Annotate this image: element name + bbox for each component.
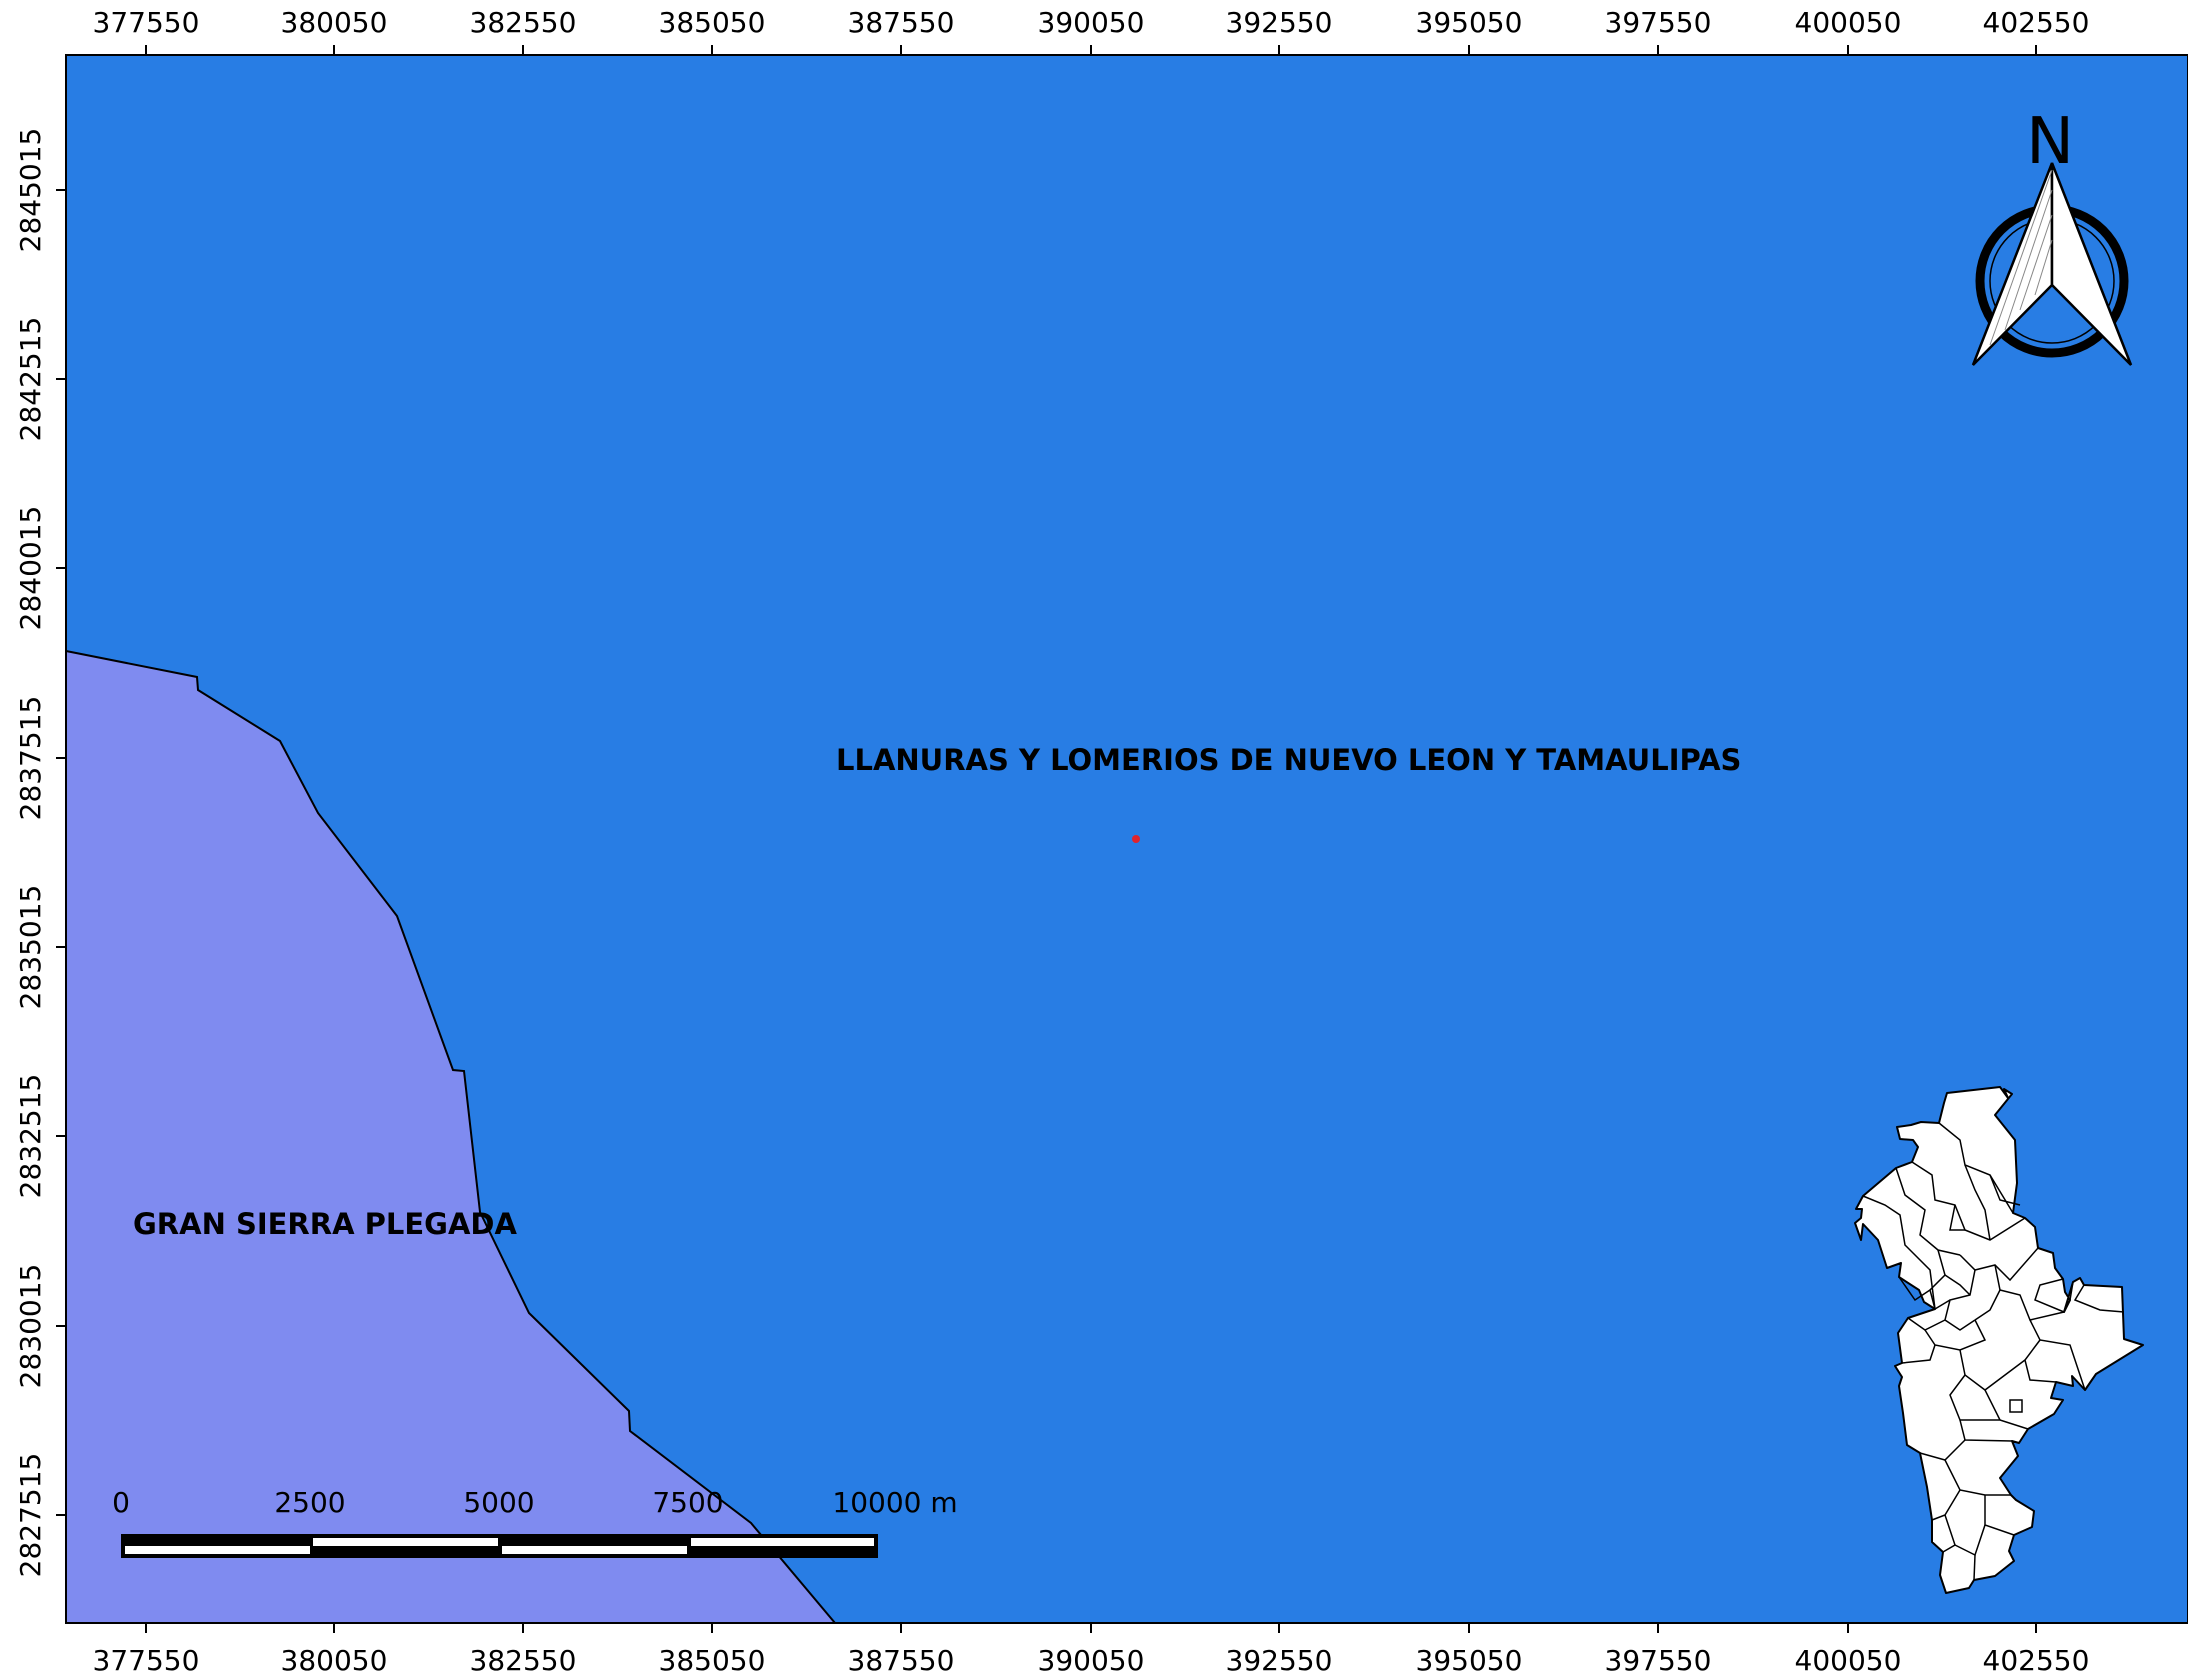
y-tick-label: 2840015 <box>14 506 47 631</box>
bottom-axis: 377550 380050 382550 385050 387550 39005… <box>93 1623 2090 1676</box>
scale-label: 5000 <box>463 1486 534 1519</box>
y-tick-label: 2837515 <box>14 696 47 821</box>
scale-bar: 0 2500 5000 7500 10000 m <box>112 1486 958 1558</box>
scale-label: 10000 m <box>832 1486 957 1519</box>
x-tick-label-top: 385050 <box>659 6 766 39</box>
y-tick-label: 2832515 <box>14 1074 47 1199</box>
left-axis: 2845015 2842515 2840015 2837515 2835015 … <box>14 128 66 1578</box>
state-municipalities-inset-icon <box>1854 1086 2144 1594</box>
north-label: N <box>2026 105 2074 179</box>
y-tick-label: 2845015 <box>14 128 47 253</box>
region-gran-sierra-fill <box>65 649 838 1624</box>
x-tick-label-top: 397550 <box>1605 6 1712 39</box>
x-tick-label-top: 380050 <box>281 6 388 39</box>
x-tick-label-top: 392550 <box>1226 6 1333 39</box>
x-tick-label-bottom: 402550 <box>1983 1644 2090 1676</box>
x-tick-label-bottom: 387550 <box>848 1644 955 1676</box>
scale-label: 7500 <box>652 1486 723 1519</box>
x-tick-label-top: 402550 <box>1983 6 2090 39</box>
x-tick-label-bottom: 392550 <box>1226 1644 1333 1676</box>
x-tick-label-bottom: 397550 <box>1605 1644 1712 1676</box>
map-frame <box>65 54 2188 1624</box>
scale-label: 2500 <box>274 1486 345 1519</box>
x-tick-label-top: 387550 <box>848 6 955 39</box>
x-tick-label-bottom: 382550 <box>470 1644 577 1676</box>
north-arrow-icon: N <box>1971 105 2133 366</box>
y-tick-label: 2827515 <box>14 1453 47 1578</box>
x-tick-label-bottom: 380050 <box>281 1644 388 1676</box>
x-tick-label-top: 390050 <box>1038 6 1145 39</box>
x-tick-label-top: 377550 <box>93 6 200 39</box>
x-tick-label-top: 395050 <box>1416 6 1523 39</box>
x-tick-label-top: 382550 <box>470 6 577 39</box>
x-tick-label-bottom: 377550 <box>93 1644 200 1676</box>
x-tick-label-bottom: 395050 <box>1416 1644 1523 1676</box>
y-tick-label: 2835015 <box>14 885 47 1010</box>
x-tick-label-bottom: 385050 <box>659 1644 766 1676</box>
top-axis: 377550 380050 382550 385050 387550 39005… <box>93 6 2090 55</box>
region-label-llanuras: LLANURAS Y LOMERIOS DE NUEVO LEON Y TAMA… <box>836 743 1741 777</box>
y-tick-label: 2830015 <box>14 1264 47 1389</box>
x-tick-label-bottom: 400050 <box>1795 1644 1902 1676</box>
location-marker <box>1132 835 1140 843</box>
x-tick-label-bottom: 390050 <box>1038 1644 1145 1676</box>
y-tick-label: 2842515 <box>14 317 47 442</box>
x-tick-label-top: 400050 <box>1795 6 1902 39</box>
region-label-gran-sierra: GRAN SIERRA PLEGADA <box>133 1207 517 1241</box>
scale-label: 0 <box>112 1486 130 1519</box>
